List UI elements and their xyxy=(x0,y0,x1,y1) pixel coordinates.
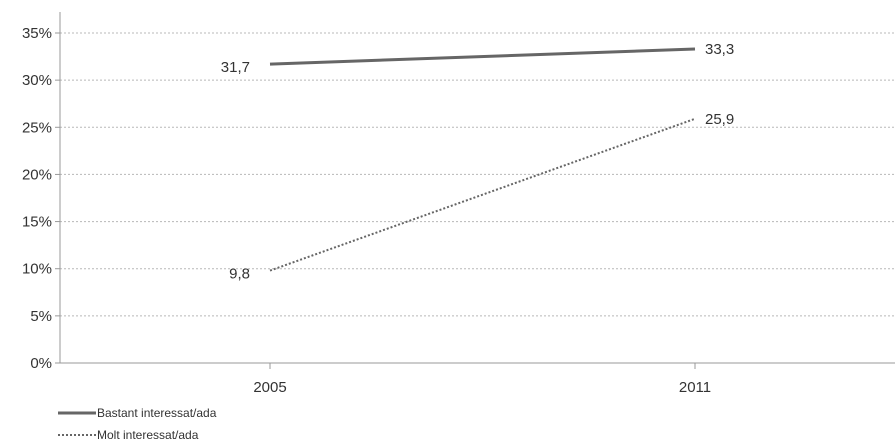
y-tick-label: 25% xyxy=(22,119,52,136)
axes xyxy=(59,12,895,364)
series-lines xyxy=(269,47,696,272)
data-label: 33,3 xyxy=(705,41,734,58)
legend-label: Molt interessat/ada xyxy=(97,428,199,441)
legend-label: Bastant interessat/ada xyxy=(97,406,217,420)
series-line-1 xyxy=(269,47,696,66)
y-tick-label: 20% xyxy=(22,166,52,183)
y-tick-label: 35% xyxy=(22,25,52,42)
gridlines xyxy=(60,32,895,317)
data-label: 25,9 xyxy=(705,111,734,128)
y-tick-label: 0% xyxy=(30,355,52,372)
data-labels: 31,7 33,3 9,8 25,9 xyxy=(221,41,734,283)
y-tick-label: 10% xyxy=(22,261,52,278)
y-tick-label: 5% xyxy=(30,308,52,325)
y-axis-tick-labels: 0% 5% 10% 15% 20% 25% 30% 35% xyxy=(22,25,60,372)
y-tick-label: 15% xyxy=(22,214,52,231)
x-tick-label: 2005 xyxy=(253,379,286,396)
data-label: 9,8 xyxy=(229,266,250,283)
x-tick-label: 2011 xyxy=(679,379,711,396)
data-label: 31,7 xyxy=(221,59,250,76)
x-axis-tick-labels: 2005 2011 xyxy=(253,363,711,396)
y-tick-label: 30% xyxy=(22,72,52,89)
legend: Bastant interessat/ada Molt interessat/ad… xyxy=(58,406,217,442)
series-line-2 xyxy=(269,117,696,272)
